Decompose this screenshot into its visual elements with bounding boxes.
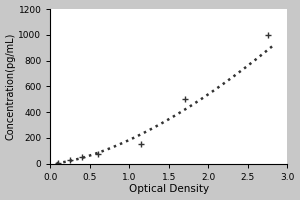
X-axis label: Optical Density: Optical Density bbox=[129, 184, 209, 194]
Y-axis label: Concentration(pg/mL): Concentration(pg/mL) bbox=[6, 33, 16, 140]
